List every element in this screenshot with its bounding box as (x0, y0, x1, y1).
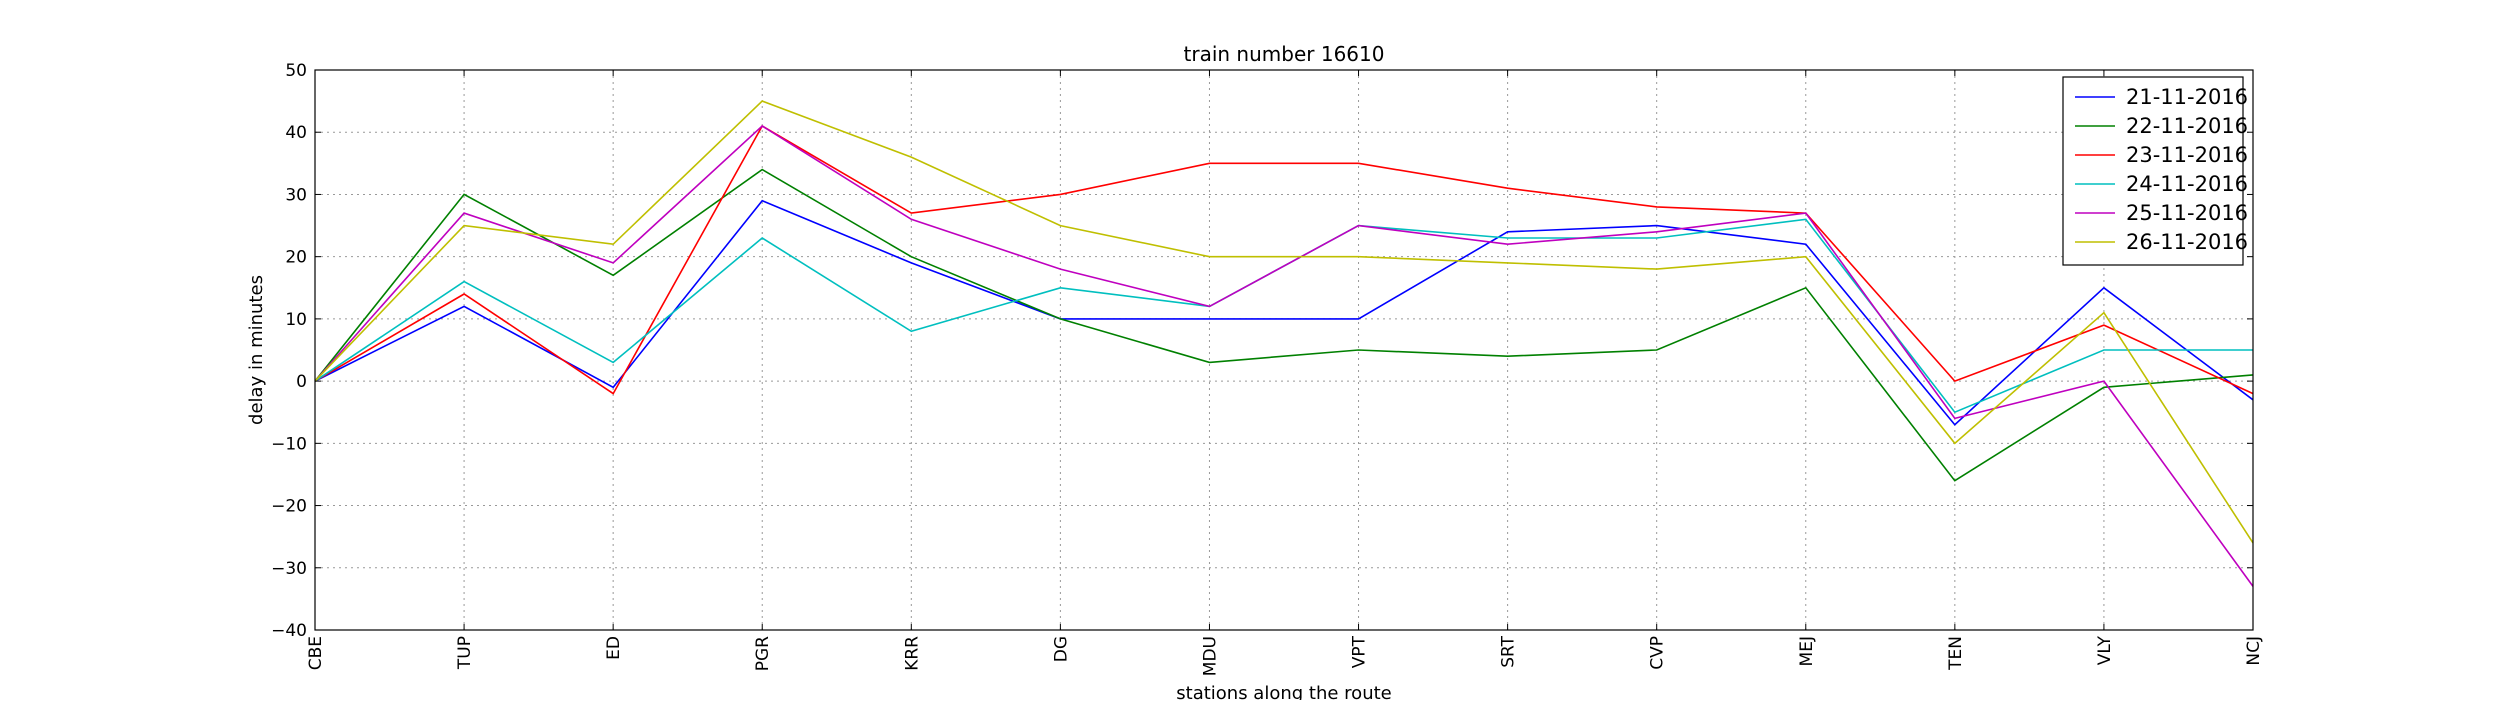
x-axis-ticks: CBE TUP ED PGR KRR DG MDU VPT SRT CVP MEJ TEN VLY NCJ (306, 70, 2264, 676)
chart-title: train number 16610 (1184, 42, 1385, 66)
legend: 21-11-2016 22-11-2016 23-11-2016 24-11-2016… (2062, 76, 2248, 266)
series-line-26-11-2016 (314, 100, 2254, 544)
x-axis-label: stations along the route (1176, 683, 1391, 700)
x-tick-label: ED (604, 636, 624, 660)
y-tick-label: −30 (271, 559, 307, 579)
series-line-23-11-2016 (314, 124, 2254, 395)
x-tick-label: SRT (1499, 635, 1519, 667)
x-tick-label: CVP (1648, 636, 1668, 670)
y-tick-label: 30 (285, 185, 307, 205)
legend-box (2062, 76, 2244, 266)
y-axis-ticks: −40 −30 −20 −10 0 10 20 30 40 50 (271, 61, 2253, 641)
x-tick-label: VLY (2095, 635, 2115, 665)
series-line-21-11-2016 (314, 199, 2254, 426)
y-tick-label: 40 (285, 123, 307, 143)
y-tick-label: 10 (285, 310, 307, 330)
x-tick-label: VPT (1350, 635, 1370, 668)
legend-label: 22-11-2016 (2126, 114, 2248, 138)
series-lines (314, 100, 2254, 587)
x-tick-label: CBE (306, 636, 326, 670)
plot-frame (314, 69, 2254, 631)
x-tick-label: TEN (1946, 636, 1966, 671)
x-tick-label: MEJ (1797, 636, 1817, 666)
grid (314, 69, 2254, 631)
y-tick-label: 0 (296, 372, 307, 392)
y-tick-label: −40 (271, 621, 307, 641)
y-axis-label: delay in minutes (246, 275, 267, 425)
y-tick-label: −10 (271, 434, 307, 454)
series-line-25-11-2016 (314, 124, 2254, 587)
y-tick-label: 50 (285, 61, 307, 81)
legend-label: 26-11-2016 (2126, 230, 2248, 254)
y-tick-label: 20 (285, 248, 307, 268)
legend-label: 23-11-2016 (2126, 143, 2248, 167)
x-tick-label: MDU (1200, 636, 1220, 676)
series-line-22-11-2016 (314, 168, 2254, 482)
x-tick-label: KRR (902, 636, 922, 671)
legend-label: 21-11-2016 (2126, 85, 2248, 109)
x-tick-label: DG (1051, 636, 1071, 662)
y-tick-label: −20 (271, 497, 307, 517)
x-tick-label: PGR (753, 636, 773, 671)
legend-label: 24-11-2016 (2126, 172, 2248, 196)
x-tick-label: NCJ (2244, 636, 2264, 666)
legend-label: 25-11-2016 (2126, 201, 2248, 225)
x-tick-label: TUP (455, 636, 475, 670)
